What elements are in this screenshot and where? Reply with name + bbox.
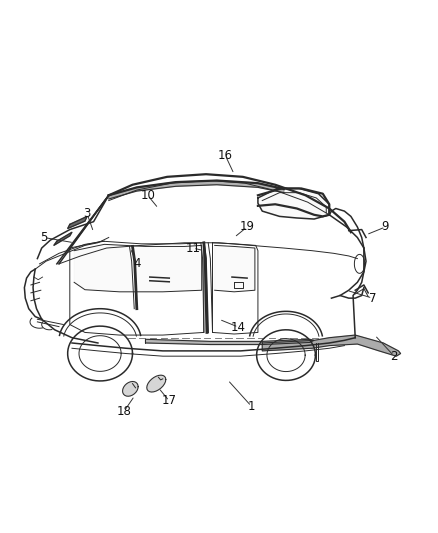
Polygon shape <box>147 375 166 392</box>
Text: 1: 1 <box>247 400 255 413</box>
Text: 18: 18 <box>117 405 131 418</box>
Text: 5: 5 <box>40 231 48 244</box>
Polygon shape <box>74 244 202 292</box>
Text: 3: 3 <box>83 207 91 220</box>
Polygon shape <box>67 216 87 229</box>
Text: 19: 19 <box>240 221 254 233</box>
Polygon shape <box>262 335 401 356</box>
Polygon shape <box>145 340 314 344</box>
Text: 2: 2 <box>390 350 398 362</box>
Polygon shape <box>109 181 284 199</box>
Text: 16: 16 <box>218 149 233 162</box>
Polygon shape <box>54 232 72 245</box>
Text: 14: 14 <box>231 321 246 334</box>
Polygon shape <box>215 245 255 292</box>
Text: 9: 9 <box>382 221 389 233</box>
Polygon shape <box>258 189 329 219</box>
Text: 17: 17 <box>162 394 177 408</box>
Text: 11: 11 <box>186 241 201 255</box>
Text: 10: 10 <box>140 189 155 202</box>
Text: 4: 4 <box>133 257 141 270</box>
Polygon shape <box>123 382 138 396</box>
Text: 7: 7 <box>369 292 376 305</box>
